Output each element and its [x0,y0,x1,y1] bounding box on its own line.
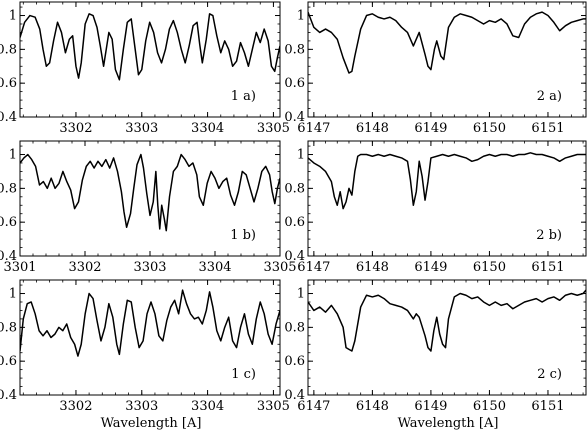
y-tick-label: 1 [9,9,17,24]
panel-p2c: 0.4 0.6 0.8 1 6147 6148 6149 6150 6151 2 c) Wavele… [284,279,587,431]
x-tick-label: 3302 [59,121,92,136]
x-tick-label: 3301 [3,260,36,275]
panel-label: 1 a) [231,89,256,104]
y-tick-label: 0.4 [284,249,305,264]
y-tick-label: 0.6 [284,76,305,91]
x-tick-label: 3302 [59,399,92,414]
y-tick-label: 1 [9,148,17,163]
x-axis-label: Wavelength [A] [398,416,499,431]
x-tick-label: 6151 [531,260,564,275]
x-tick-label: 6150 [473,121,506,136]
spectrum-line [308,152,586,210]
y-tick-label: 1 [297,9,305,24]
y-tick-label: 1 [9,287,17,302]
y-tick-label: 0.6 [284,354,305,369]
x-tick-label: 6148 [356,121,389,136]
x-tick-label: 6150 [473,260,506,275]
panel-label: 1 b) [230,228,256,243]
panel-p1b: 0.4 0.6 0.8 1 3301 3302 3303 3304 3305 1 b) [0,140,297,275]
x-tick-label: 3303 [133,260,166,275]
plot-frame [19,1,281,118]
spectrum-line [308,11,586,74]
panel-label: 2 c) [537,367,562,382]
y-tick-label: 0.8 [0,181,17,196]
x-tick-label: 6149 [414,121,447,136]
spectrum-line [20,289,280,357]
y-tick-label: 0.8 [284,181,305,196]
x-tick-label: 6149 [414,399,447,414]
spectrum-line [20,13,280,81]
y-tick-label: 1 [297,148,305,163]
x-tick-label: 3303 [125,399,158,414]
x-tick-label: 6147 [297,260,330,275]
x-tick-label: 6150 [473,399,506,414]
panel-label: 2 b) [536,228,562,243]
panel-label: 2 a) [537,89,562,104]
spectrum-line [20,153,280,232]
spectrum-line [308,289,586,352]
x-tick-label: 6148 [356,260,389,275]
panel-p2b: 0.4 0.6 0.8 1 6147 6148 6149 6150 6151 2 b) [284,140,587,275]
y-tick-label: 0.4 [284,388,305,403]
y-tick-label: 0.8 [0,42,17,57]
panel-p2a: 0.4 0.6 0.8 1 6147 6148 6149 6150 6151 2 a) [284,1,587,136]
y-tick-label: 0.8 [284,320,305,335]
panel-p1a: 0.4 0.6 0.8 1 3302 3303 3304 3305 1 a) [0,1,290,136]
x-tick-label: 6148 [356,399,389,414]
y-tick-label: 0.6 [0,215,17,230]
x-tick-label: 3304 [191,121,224,136]
y-tick-label: 0.4 [0,110,17,125]
y-tick-label: 0.6 [0,354,17,369]
x-tick-label: 6147 [297,399,330,414]
x-axis-label: Wavelength [A] [101,416,202,431]
y-tick-label: 0.8 [284,42,305,57]
y-tick-label: 0.6 [0,76,17,91]
x-tick-label: 6147 [297,121,330,136]
plot-frame [307,140,587,257]
plot-frame [307,279,587,396]
x-tick-label: 3305 [263,260,296,275]
panel-p1c: 0.4 0.6 0.8 1 3302 3303 3304 3305 1 c) Wavelength… [0,279,290,431]
plot-frame [307,1,587,118]
x-tick-label: 3305 [257,121,290,136]
plot-frame [19,279,281,396]
x-tick-label: 3305 [257,399,290,414]
y-tick-label: 0.4 [0,249,17,264]
x-tick-label: 3303 [125,121,158,136]
x-tick-label: 6151 [531,399,564,414]
y-tick-label: 0.4 [0,388,17,403]
x-tick-label: 3304 [191,399,224,414]
x-tick-label: 6151 [531,121,564,136]
y-tick-label: 0.6 [284,215,305,230]
y-tick-label: 0.8 [0,320,17,335]
panel-label: 1 c) [231,367,256,382]
x-tick-label: 3304 [198,260,231,275]
y-tick-label: 0.4 [284,110,305,125]
x-tick-label: 3302 [68,260,101,275]
x-tick-label: 6149 [414,260,447,275]
y-tick-label: 1 [297,287,305,302]
